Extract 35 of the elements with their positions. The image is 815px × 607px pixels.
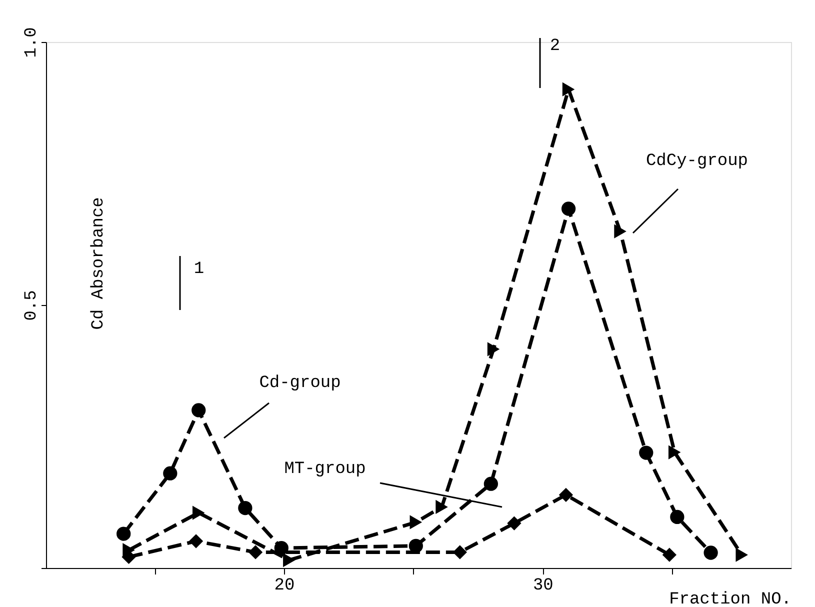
x-axis-title: Fraction NO. — [669, 590, 792, 607]
y-tick-label: 0.5 — [22, 290, 42, 321]
point — [507, 516, 522, 530]
point — [452, 545, 467, 560]
point — [614, 224, 626, 238]
point — [238, 500, 252, 516]
point — [188, 534, 204, 548]
point — [192, 403, 206, 418]
annotation: 1 — [194, 260, 204, 279]
point — [558, 488, 574, 502]
point — [410, 515, 422, 530]
point — [283, 553, 296, 568]
point — [436, 500, 448, 514]
point — [662, 548, 676, 562]
point — [248, 545, 263, 560]
point — [192, 506, 205, 520]
annotation: MT-group — [284, 460, 366, 479]
point — [116, 526, 131, 541]
annotation: CdCy-group — [646, 152, 748, 171]
y-axis-title: Cd Absorbance — [90, 197, 108, 330]
y-tick-label: 1.0 — [22, 27, 42, 58]
point — [163, 466, 178, 480]
point — [704, 546, 718, 560]
point — [484, 476, 498, 491]
x-tick-label: 30 — [532, 576, 554, 596]
point — [736, 548, 748, 562]
x-tick-label: 20 — [274, 576, 295, 596]
point — [561, 202, 576, 216]
annotation: 2 — [550, 37, 560, 56]
point — [562, 82, 575, 96]
point — [639, 446, 654, 460]
point — [668, 445, 681, 460]
point — [487, 342, 500, 356]
annotation: Cd-group — [259, 374, 341, 393]
point — [670, 510, 684, 524]
